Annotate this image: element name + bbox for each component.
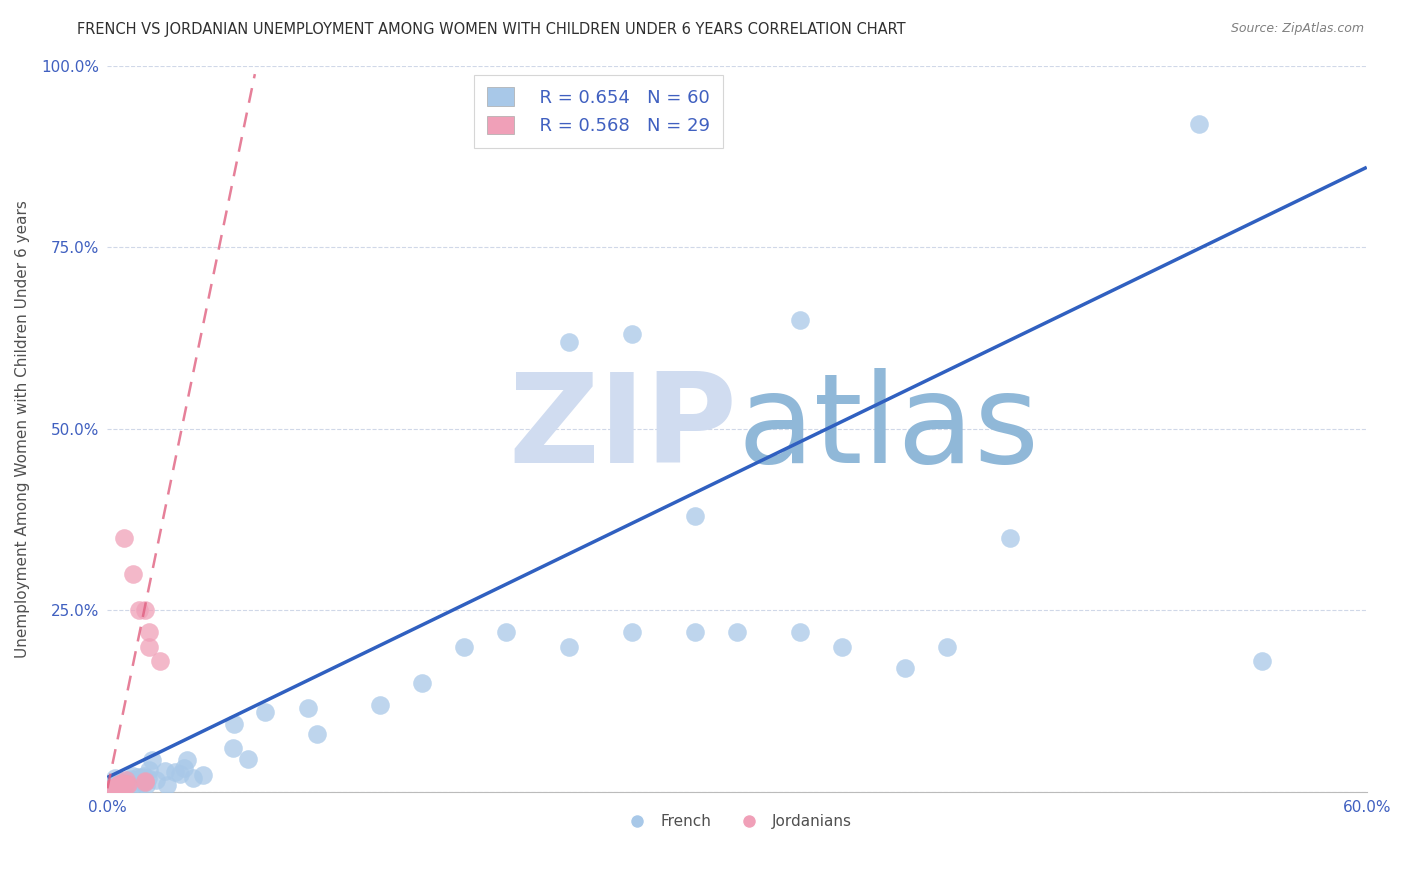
Point (621, 625, 644, 640)
Point (100, 777, 122, 791)
Point (105, 780, 128, 794)
Point (98, 783, 121, 797)
Point (411, 676, 433, 690)
Point (894, 661, 917, 675)
Point (132, 769, 155, 783)
Point (998, 531, 1021, 545)
Y-axis label: Unemployment Among Women with Children Under 6 years: Unemployment Among Women with Children U… (15, 200, 30, 657)
Point (120, 772, 142, 787)
Point (108, 780, 131, 795)
Point (101, 781, 124, 796)
Point (127, 770, 149, 784)
Point (173, 761, 195, 775)
Point (495, 625, 517, 640)
Point (114, 774, 136, 789)
Point (121, 567, 143, 582)
Point (129, 771, 152, 785)
Point (155, 764, 177, 778)
Point (115, 773, 138, 788)
Point (368, 698, 391, 712)
Point (297, 701, 319, 715)
Point (558, 334, 581, 349)
Point (453, 640, 475, 654)
Point (683, 625, 706, 640)
Point (222, 740, 245, 755)
Point (100, 781, 122, 796)
Point (101, 782, 124, 797)
Point (135, 778, 157, 792)
Point (181, 771, 204, 785)
Point (134, 773, 156, 788)
Point (112, 779, 135, 793)
Text: ZIP: ZIP (509, 368, 737, 490)
Point (108, 777, 131, 791)
Point (105, 780, 128, 794)
Point (100, 781, 122, 796)
Point (936, 640, 959, 654)
Point (128, 776, 150, 790)
Point (98, 781, 121, 796)
Point (176, 753, 198, 767)
Point (1188, 117, 1211, 131)
Point (110, 775, 132, 789)
Point (141, 753, 163, 767)
Point (191, 768, 214, 782)
Point (121, 769, 143, 783)
Point (156, 779, 179, 793)
Point (98, 782, 121, 797)
Point (145, 772, 167, 787)
Point (558, 640, 581, 654)
Point (110, 780, 132, 794)
Point (1250, 654, 1272, 668)
Point (134, 774, 156, 789)
Point (114, 776, 136, 790)
Point (112, 776, 135, 790)
Point (169, 767, 191, 781)
Point (110, 779, 132, 793)
Point (138, 625, 160, 640)
Legend: French, Jordanians: French, Jordanians (616, 808, 858, 835)
Point (621, 327, 644, 342)
Point (103, 780, 125, 795)
Point (149, 654, 172, 668)
Point (789, 625, 811, 640)
Point (104, 771, 127, 785)
Point (121, 778, 143, 792)
Point (134, 603, 156, 617)
Point (117, 776, 139, 790)
Point (683, 508, 706, 523)
Point (100, 781, 122, 796)
Text: FRENCH VS JORDANIAN UNEMPLOYMENT AMONG WOMEN WITH CHILDREN UNDER 6 YEARS CORRELA: FRENCH VS JORDANIAN UNEMPLOYMENT AMONG W… (77, 22, 905, 37)
Point (136, 772, 159, 786)
Point (128, 603, 150, 617)
Point (107, 778, 129, 792)
Point (138, 640, 160, 654)
Point (789, 313, 811, 327)
Point (98, 783, 121, 797)
Point (131, 772, 153, 786)
Point (307, 727, 329, 741)
Point (725, 625, 748, 640)
Point (112, 531, 135, 545)
Text: Source: ZipAtlas.com: Source: ZipAtlas.com (1230, 22, 1364, 36)
Point (111, 776, 134, 790)
Point (100, 779, 122, 793)
Point (236, 752, 259, 766)
Point (115, 773, 138, 788)
Point (163, 765, 186, 780)
Point (138, 763, 160, 777)
Point (831, 640, 853, 654)
Point (108, 773, 131, 788)
Point (222, 717, 245, 731)
Point (132, 771, 155, 785)
Point (101, 782, 124, 797)
Point (253, 706, 276, 720)
Text: atlas: atlas (737, 368, 1039, 490)
Point (117, 778, 139, 792)
Point (132, 776, 155, 790)
